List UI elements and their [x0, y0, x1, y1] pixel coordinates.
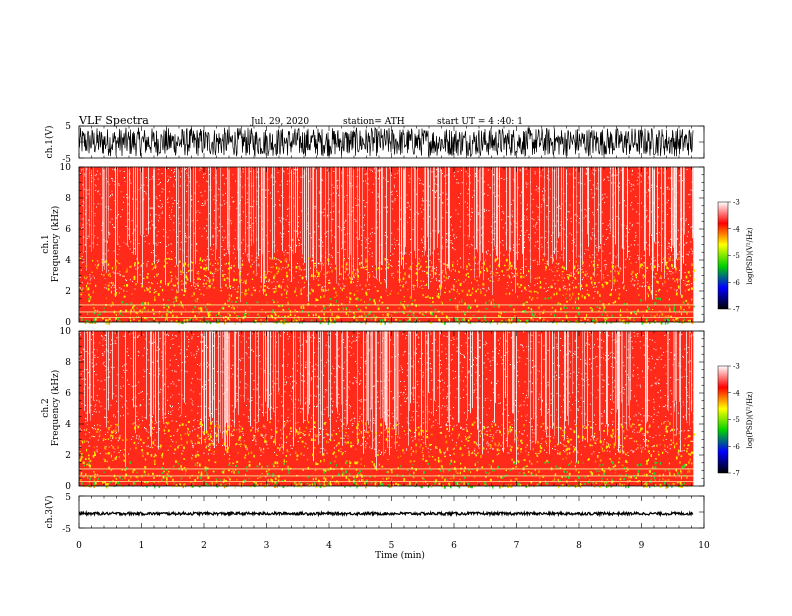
ch1-spectrogram-plot — [79, 167, 695, 325]
ch1-waveform-trace — [79, 128, 693, 157]
time-tick-label: 10 — [698, 541, 710, 551]
ch2-colorbar: -3 -4 -5 -6 -7 — [718, 363, 740, 478]
time-tick-label: 5 — [389, 541, 395, 551]
ch2-spec-ylabel-channel: ch.2 — [41, 398, 51, 417]
ch2-colorbar-tick-label: -3 — [733, 363, 740, 371]
ch3-waveform-panel: 5 -5 ch.3(V) 0 1 2 3 4 5 6 7 8 9 10 Time (min) — [44, 493, 710, 561]
start-time-label: start UT = 4 :40: 1 — [437, 117, 523, 127]
ch3-waveform-plot — [79, 512, 693, 515]
ch1-freq-tick-label: 2 — [65, 287, 71, 297]
ch2-colorbar-label: log(PSD)(V²/Hz) — [746, 391, 754, 448]
ch2-colorbar-tick-label: -5 — [733, 416, 740, 424]
time-tick-label: 8 — [576, 541, 582, 551]
time-tick-label: 6 — [451, 541, 457, 551]
time-tick-label: 9 — [639, 541, 645, 551]
time-tick-label: 4 — [326, 541, 332, 551]
time-tick-label: 1 — [139, 541, 145, 551]
ch2-spec-ylabel: Frequency (kHz) — [50, 370, 61, 447]
ch2-colorbar-gradient — [718, 366, 728, 473]
ch1-colorbar: -3 -4 -5 -6 -7 — [718, 199, 740, 314]
ch1-ylabel: ch.1(V) — [44, 126, 55, 159]
ch3-ytick-bottom: -5 — [62, 525, 71, 535]
ch2-colorbar-tick-label: -7 — [733, 470, 740, 478]
figure-title: VLF Spectra — [78, 114, 149, 127]
time-tick-label: 0 — [76, 541, 82, 551]
ch1-colorbar-gradient — [718, 202, 728, 309]
ch1-spec-ylabel: Frequency (kHz) — [50, 206, 61, 283]
ch1-colorbar-tick-label: -5 — [733, 252, 740, 260]
ch1-ytick-top: 5 — [65, 122, 71, 132]
ch3-ylabel: ch.3(V) — [44, 496, 55, 529]
ch1-freq-tick-label: 10 — [60, 163, 72, 173]
ch2-freq-tick-label: 4 — [65, 420, 71, 430]
time-tick-label: 7 — [514, 541, 520, 551]
ch1-freq-tick-label: 6 — [65, 225, 71, 235]
time-tick-label: 3 — [264, 541, 270, 551]
ch1-waveform-plot — [79, 128, 693, 157]
ch2-freq-tick-label: 10 — [60, 327, 72, 337]
time-axis-tick-labels: 0 1 2 3 4 5 6 7 8 9 10 — [76, 541, 710, 551]
station-label: station= ATH — [343, 117, 405, 127]
time-tick-label: 2 — [201, 541, 207, 551]
ch1-spec-ylabel-channel: ch.1 — [41, 234, 51, 253]
ch1-freq-tick-label: 8 — [65, 194, 71, 204]
ch1-colorbar-tick-label: -4 — [733, 225, 740, 233]
ch1-colorbar-tick-label: -3 — [733, 199, 740, 207]
ch1-freq-tick-label: 4 — [65, 256, 71, 266]
ch1-colorbar-label: log(PSD)(V²/Hz) — [746, 227, 754, 284]
ch1-waveform-panel: 5 -5 ch.1(V) — [44, 122, 704, 165]
ch2-colorbar-tick-label: -6 — [733, 443, 740, 451]
recording-date: Jul. 29, 2020 — [250, 117, 309, 127]
ch2-freq-tick-label: 8 — [65, 358, 71, 368]
time-axis-label: Time (min) — [375, 550, 425, 561]
ch2-freq-tick-label: 2 — [65, 451, 71, 461]
ch2-spectrogram-plot — [79, 331, 695, 489]
ch1-colorbar-tick-label: -6 — [733, 279, 740, 287]
ch1-colorbar-tick-label: -7 — [733, 306, 740, 314]
ch3-ytick-top: 5 — [65, 493, 71, 503]
ch2-freq-tick-label: 0 — [65, 482, 71, 492]
ch3-waveform-trace — [79, 512, 693, 515]
ch2-colorbar-tick-label: -4 — [733, 389, 740, 397]
ch2-freq-tick-label: 6 — [65, 389, 71, 399]
